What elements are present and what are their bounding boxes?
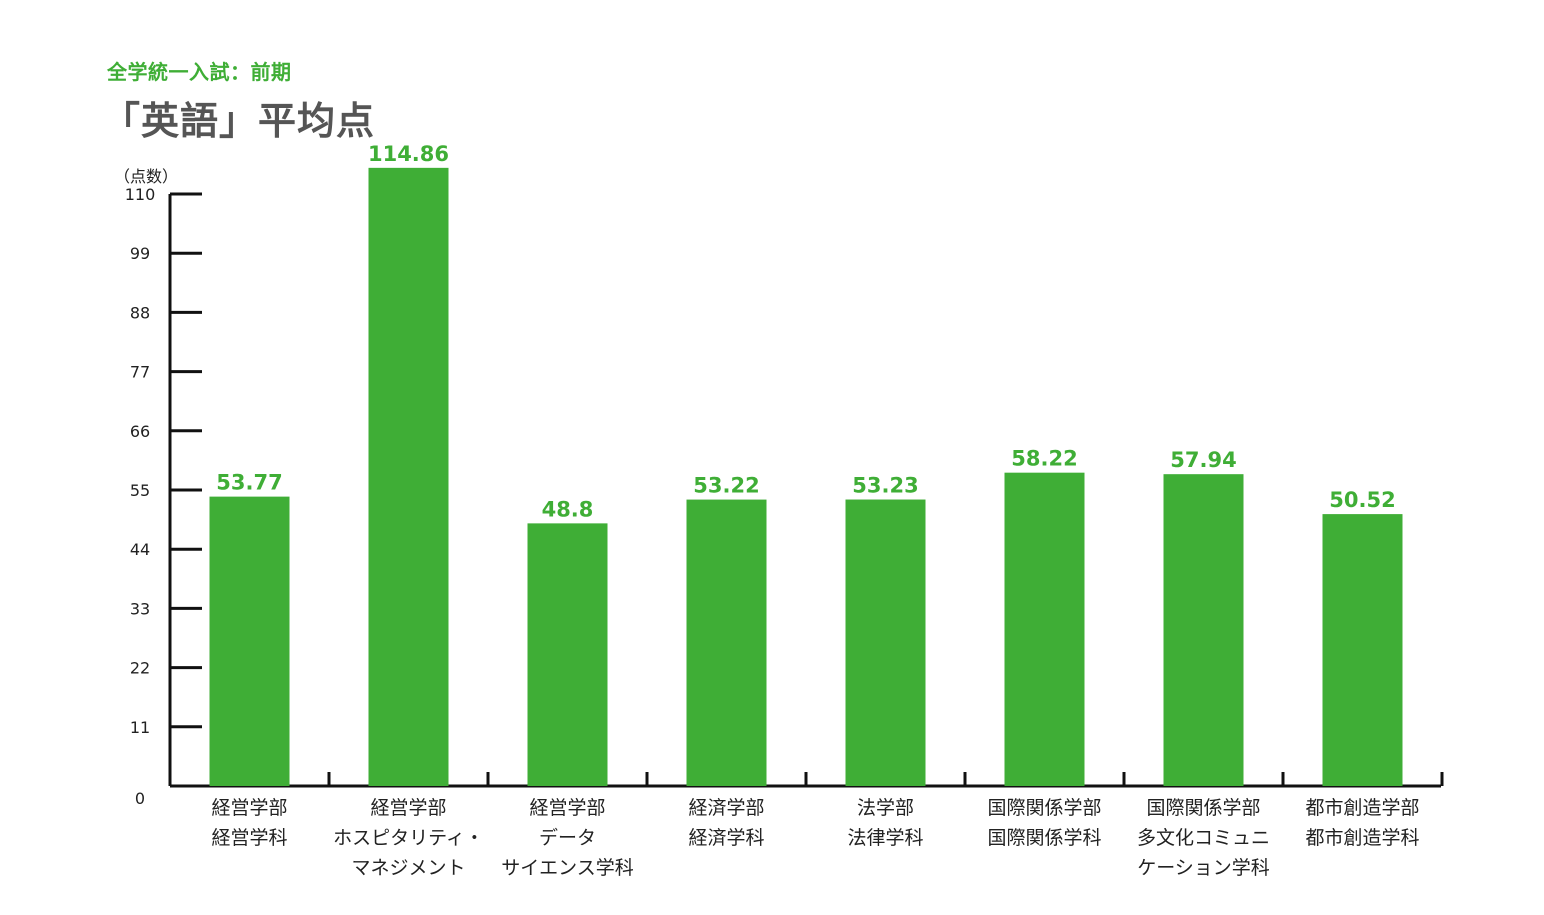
category-label: ケーション学科 (1137, 857, 1270, 879)
bar (527, 523, 608, 786)
bar (686, 499, 767, 786)
category-label: 多文化コミュニ (1137, 827, 1270, 849)
category-label: 国際関係学部 (1146, 797, 1260, 819)
y-tick-label: 77 (130, 363, 150, 382)
bar (845, 499, 926, 786)
y-tick-label: 110 (125, 185, 156, 204)
bar (209, 496, 290, 786)
category-label: サイエンス学科 (501, 857, 633, 879)
bar (1322, 514, 1403, 786)
chart-subtitle: 全学統一入試：前期 (107, 60, 292, 84)
y-tick-label: 0 (135, 789, 145, 808)
bar (1163, 474, 1244, 786)
bar (368, 167, 449, 786)
category-label: 都市創造学科 (1305, 827, 1419, 849)
category-label: 経営学部 (211, 797, 287, 819)
category-label: 法学部 (857, 797, 914, 819)
bar-value-label: 53.22 (693, 474, 759, 498)
category-label: 経済学部 (688, 797, 764, 819)
category-label: ホスピタリティ・ (333, 827, 484, 849)
chart-title: 「英語」平均点 (102, 99, 376, 143)
bar-value-label: 48.8 (542, 497, 594, 521)
category-label: マネジメント (351, 857, 465, 879)
category-label: データ (539, 827, 596, 849)
category-label: 法律学科 (847, 827, 923, 849)
y-tick-label: 44 (130, 540, 150, 559)
y-axis-label: （点数） (114, 167, 178, 186)
category-label: 都市創造学部 (1305, 797, 1419, 819)
y-tick-label: 22 (130, 659, 150, 678)
bar-value-label: 53.77 (216, 471, 282, 495)
bar-value-label: 58.22 (1011, 447, 1077, 471)
y-tick-label: 33 (130, 599, 150, 618)
bar-value-label: 114.86 (368, 142, 449, 166)
category-label: 国際関係学部 (987, 797, 1101, 819)
bar-value-label: 53.23 (852, 474, 918, 498)
bar-value-label: 57.94 (1170, 448, 1236, 472)
bar-value-label: 50.52 (1329, 488, 1395, 512)
y-tick-label: 88 (130, 303, 150, 322)
y-tick-label: 66 (130, 422, 150, 441)
bar (1004, 472, 1085, 786)
y-tick-label: 99 (130, 244, 150, 263)
y-tick-label: 11 (130, 718, 150, 737)
category-label: 経営学科 (211, 827, 287, 849)
category-label: 経済学科 (688, 827, 764, 849)
y-tick-label: 55 (130, 481, 150, 500)
category-label: 国際関係学科 (987, 827, 1101, 849)
category-label: 経営学部 (370, 797, 446, 819)
category-label: 経営学部 (529, 797, 605, 819)
